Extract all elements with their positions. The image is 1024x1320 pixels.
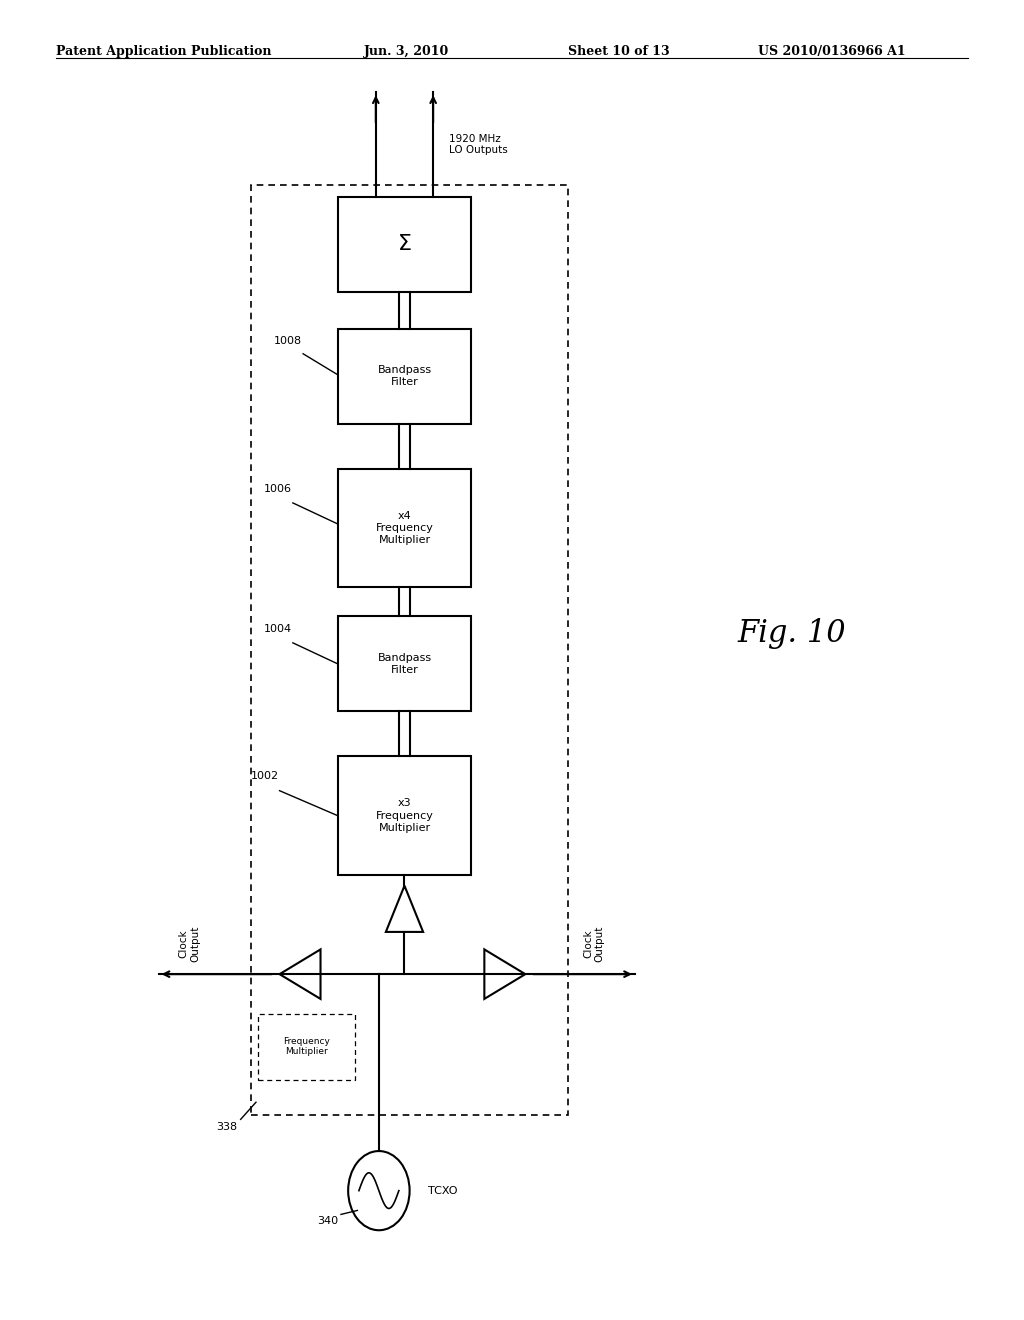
Text: 1002: 1002 <box>251 771 279 781</box>
Text: Fig. 10: Fig. 10 <box>737 618 846 649</box>
Text: 338: 338 <box>216 1122 238 1133</box>
Text: 1006: 1006 <box>264 483 292 494</box>
Text: Bandpass
Filter: Bandpass Filter <box>378 366 431 387</box>
Text: 1008: 1008 <box>274 335 302 346</box>
Text: US 2010/0136966 A1: US 2010/0136966 A1 <box>758 45 905 58</box>
FancyBboxPatch shape <box>338 469 471 587</box>
Text: Jun. 3, 2010: Jun. 3, 2010 <box>364 45 449 58</box>
Text: 1004: 1004 <box>264 623 292 634</box>
Text: Σ: Σ <box>397 234 412 255</box>
Text: x4
Frequency
Multiplier: x4 Frequency Multiplier <box>376 511 433 545</box>
FancyBboxPatch shape <box>258 1014 355 1080</box>
Text: 1920 MHz
LO Outputs: 1920 MHz LO Outputs <box>449 133 507 156</box>
Text: TCXO: TCXO <box>428 1185 458 1196</box>
Text: Clock
Output: Clock Output <box>583 925 605 962</box>
Text: Bandpass
Filter: Bandpass Filter <box>378 653 431 675</box>
Text: Patent Application Publication: Patent Application Publication <box>56 45 271 58</box>
Text: Sheet 10 of 13: Sheet 10 of 13 <box>568 45 670 58</box>
FancyBboxPatch shape <box>338 756 471 875</box>
Text: Frequency
Multiplier: Frequency Multiplier <box>284 1038 330 1056</box>
FancyBboxPatch shape <box>338 197 471 292</box>
Text: Clock
Output: Clock Output <box>178 925 201 962</box>
FancyBboxPatch shape <box>338 329 471 424</box>
Text: 340: 340 <box>316 1216 338 1226</box>
Text: x3
Frequency
Multiplier: x3 Frequency Multiplier <box>376 799 433 833</box>
FancyBboxPatch shape <box>338 616 471 711</box>
